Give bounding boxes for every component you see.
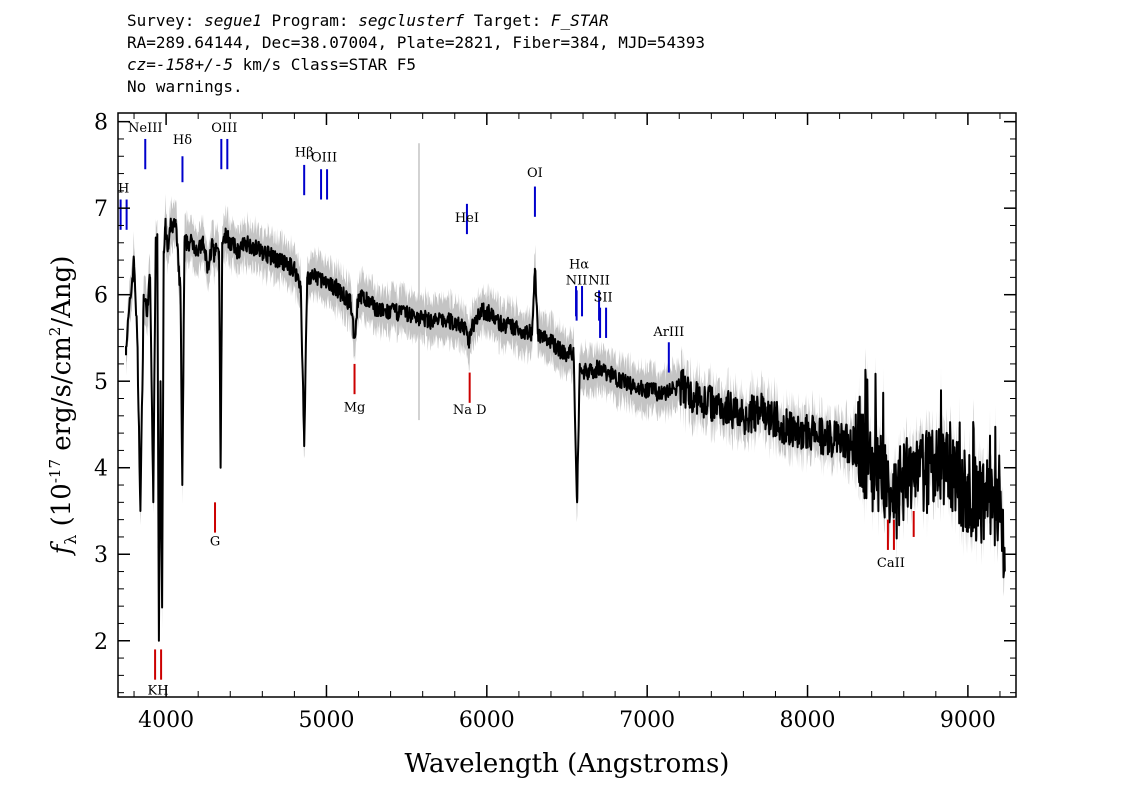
plot-frame (117, 112, 1017, 698)
y-tick-label: 3 (94, 543, 108, 568)
header-line-survey: Survey: segue1 Program: segclusterf Targ… (127, 10, 705, 32)
line-marker-ArIII: ArIII (652, 325, 684, 373)
line-marker-Na-D: Na D (453, 372, 487, 418)
cz-label: cz= (127, 55, 156, 74)
axis-ticks: 4000 5000 6000 7000 8000 9000 2 3 4 5 6 7 8 (94, 111, 1016, 733)
line-marker-label: Hα (569, 258, 589, 273)
line-marker-OIII: OIII (211, 121, 237, 170)
line-marker-label: NeIII (128, 121, 162, 136)
line-marker-label: G (210, 535, 220, 550)
x-tick-label: 5000 (298, 708, 354, 733)
line-marker-G: G (210, 502, 220, 550)
y-tick-label: 7 (94, 197, 108, 222)
target-value: F_STAR (550, 11, 609, 30)
line-marker-Hα: Hα (569, 258, 589, 317)
spectrum-header: Survey: segue1 Program: segclusterf Targ… (127, 10, 705, 98)
y-axis-exponent-2: 2 (46, 327, 64, 337)
line-marker-label: H (118, 182, 129, 197)
x-tick-label: 4000 (138, 708, 194, 733)
x-tick-label: 6000 (459, 708, 515, 733)
target-label: Target: (464, 11, 551, 30)
line-marker-Mg: Mg (344, 363, 366, 415)
y-tick-label: 2 (94, 630, 108, 655)
line-marker-label: SII (593, 291, 612, 306)
y-axis-unit-b: erg/s/cm (47, 336, 77, 459)
line-marker-label: Mg (344, 400, 366, 415)
line-marker-label: OIII (211, 121, 237, 136)
x-tick-label: 9000 (940, 708, 996, 733)
y-axis-unit-a: (10 (47, 483, 77, 535)
line-marker-label: Hδ (173, 133, 192, 148)
cz-value: -158+/-5 (155, 55, 233, 74)
y-tick-label: 4 (94, 457, 108, 482)
survey-label: Survey: (127, 11, 205, 30)
x-axis-title: Wavelength (Angstroms) (405, 749, 730, 779)
header-line-warnings: No warnings. (127, 77, 243, 96)
line-marker-NeIII: NeIII (128, 121, 163, 170)
y-tick-label: 8 (94, 111, 108, 136)
series-layer (125, 217, 1006, 642)
y-axis-title: fλ (10-17 erg/s/cm2/Ang) (46, 256, 80, 557)
line-marker-label: NII (566, 273, 588, 288)
line-marker-label: KH (148, 683, 169, 698)
program-label: Program: (261, 11, 359, 30)
line-marker-label: ArIII (652, 325, 684, 340)
line-marker-KH: KH (148, 649, 169, 698)
line-marker-H: H (118, 182, 129, 230)
line-marker-NII: NII (588, 273, 610, 321)
error-band (126, 143, 1005, 629)
line-marker-label: NII (588, 273, 610, 288)
spectral-line-markers: HNeIIIHδOIIIHβOIIIHeIOINIIHαNIISIIArIIIK… (118, 121, 915, 698)
line-marker-label: CaII (877, 556, 905, 571)
y-axis-exponent: -17 (46, 459, 64, 483)
y-axis-unit-c: /Ang) (47, 256, 77, 327)
line-marker-label: HeI (455, 211, 479, 226)
y-tick-label: 5 (94, 370, 108, 395)
survey-value: segue1 (204, 11, 262, 30)
program-value: segclusterf (358, 11, 465, 30)
spectrum-line (125, 217, 1006, 642)
line-marker-Hδ: Hδ (173, 133, 192, 183)
line-marker-CaII: CaII (877, 519, 905, 571)
line-marker-label: Hβ (295, 145, 314, 160)
y-axis-subscript: λ (61, 535, 80, 545)
line-marker-SII: SII (593, 291, 613, 338)
y-tick-label: 6 (94, 284, 108, 309)
line-marker-Hβ: Hβ (295, 145, 314, 196)
x-tick-label: 7000 (619, 708, 675, 733)
x-tick-label: 8000 (780, 708, 836, 733)
line-marker-label: OI (527, 166, 543, 181)
class-text: km/s Class=STAR F5 (232, 55, 416, 74)
line-marker-HeI: HeI (455, 203, 479, 235)
error-band-area (126, 193, 1005, 629)
line-marker-label: OIII (311, 150, 337, 165)
line-marker-OI: OI (527, 166, 543, 217)
header-line-redshift: cz=-158+/-5 km/s Class=STAR F5 (127, 54, 705, 76)
line-marker-label: Na D (453, 403, 487, 418)
line-marker-OIII: OIII (311, 150, 337, 200)
header-line-coordinates: RA=289.64144, Dec=38.07004, Plate=2821, … (127, 33, 705, 52)
